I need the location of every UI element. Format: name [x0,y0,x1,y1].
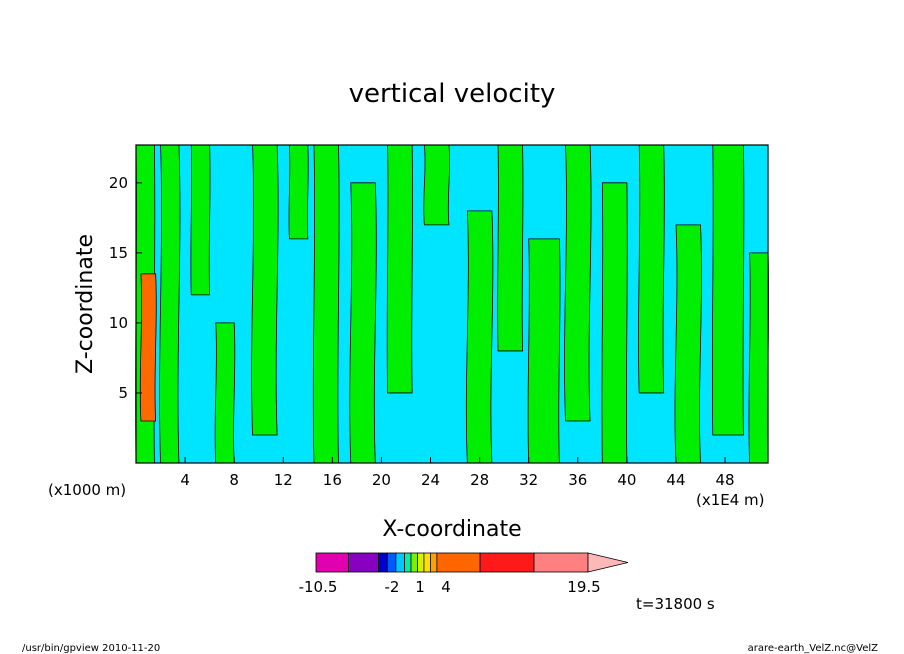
velocity-band-positive [748,252,770,464]
x-tick-label: 48 [716,471,735,489]
x-tick-label: 40 [617,471,636,489]
velocity-band-positive [251,144,279,436]
velocity-band-strong_positive [139,273,157,422]
y-axis-label: Z-coordinate [73,234,98,374]
colorbar-tick-label: 4 [441,578,451,596]
colorbar-segment [395,552,405,573]
y-tick-label: 20 [109,174,128,192]
colorbar-segment [417,552,425,573]
x-tick-label: 24 [421,471,440,489]
x-tick-label: 20 [372,471,391,489]
velocity-band-positive [312,144,340,464]
colorbar-tick-label: -2 [385,578,400,596]
colorbar-tick-label: 19.5 [567,578,600,596]
velocity-band-positive [465,210,494,464]
colorbar-segment [404,552,412,573]
plot-area [135,144,770,464]
velocity-band-positive [159,144,181,464]
velocity-band-positive [564,144,592,422]
colorbar-segment [386,552,397,573]
velocity-band-positive [214,322,236,464]
y-axis-ticks: 5 10 15 20 [109,174,142,402]
velocity-band-positive [423,144,451,226]
y-tick-label: 15 [109,244,128,262]
chart-title: vertical velocity [349,79,556,109]
velocity-band-positive [711,144,745,436]
colorbar-extend-triangle [587,552,629,573]
footer-right: arare-earth_VelZ.nc@VelZ [748,643,879,654]
x-tick-label: 8 [229,471,239,489]
velocity-band-positive [190,144,211,296]
footer-left: /usr/bin/gpview 2010-11-20 [22,643,160,654]
x-axis-label: X-coordinate [382,517,521,542]
x-tick-label: 12 [274,471,293,489]
x-unit-left: (x1000 m) [48,481,126,499]
colorbar-segment [423,552,431,573]
colorbar-segment [436,552,481,573]
colorbar-segment [479,552,535,573]
colorbar-tick-labels: -10.5 -2 1 4 19.5 [299,578,601,596]
colorbar-segment [410,552,418,573]
velocity-band-positive [386,144,413,394]
velocity-band-positive [288,144,309,240]
velocity-band-positive [601,182,628,464]
x-tick-label: 16 [323,471,342,489]
plot-frame [135,144,769,464]
velocity-band-positive [674,224,702,464]
colorbar-segment [315,552,349,573]
x-tick-label: 4 [180,471,190,489]
y-tick-label: 5 [118,384,128,402]
x-unit-right: (x1E4 m) [696,491,765,509]
colorbar [315,552,629,573]
velocity-band-positive [527,238,561,464]
colorbar-segment [533,552,589,573]
colorbar-segment [347,552,380,573]
colorbar-tick-label: -10.5 [299,578,338,596]
colorbar-tick-label: 1 [415,578,425,596]
colorbar-segment [378,552,388,573]
y-tick-label: 10 [109,314,128,332]
velocity-band-positive [497,144,524,352]
colorbar-segment [430,552,438,573]
velocity-bands [135,144,770,464]
x-tick-label: 44 [666,471,685,489]
x-tick-label: 36 [568,471,587,489]
time-annotation: t=31800 s [636,595,715,613]
velocity-band-positive [638,144,665,394]
x-tick-label: 28 [470,471,489,489]
x-axis-ticks: 4 8 12 16 20 24 28 32 36 40 44 48 [180,457,735,489]
velocity-band-positive [349,182,377,464]
x-tick-label: 32 [519,471,538,489]
